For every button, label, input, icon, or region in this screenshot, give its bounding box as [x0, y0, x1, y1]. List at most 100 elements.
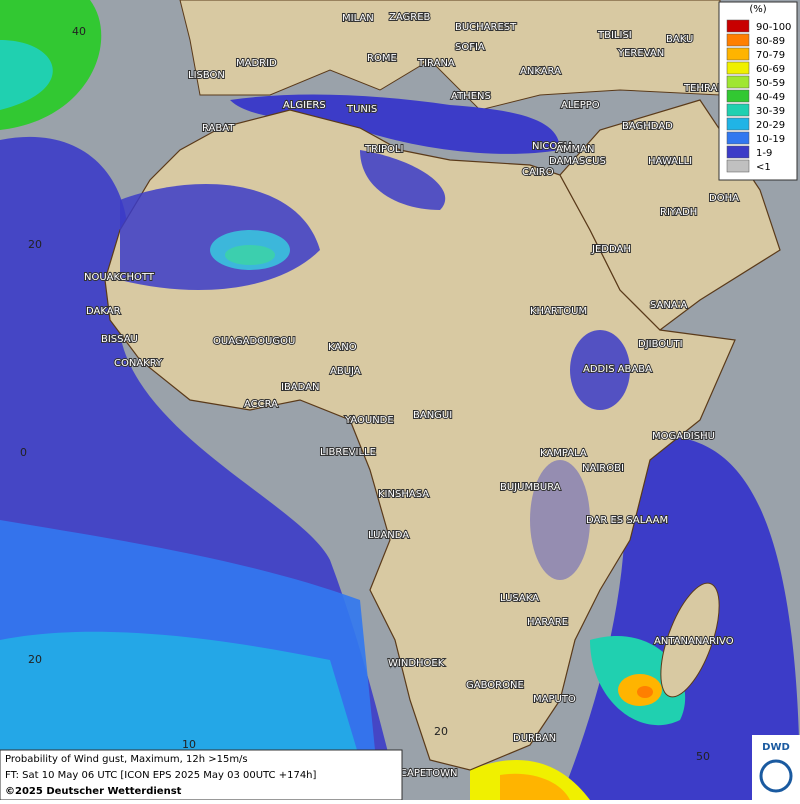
city-label: BANGUI [413, 410, 452, 421]
footer-text: FT: Sat 10 May 06 UTC [ICON EPS 2025 May… [5, 770, 317, 781]
mediterranean [230, 94, 560, 154]
legend-swatch [726, 61, 750, 75]
city-label: ROME [367, 53, 397, 64]
legend-swatch [726, 47, 750, 61]
city-label: DAR ES SALAAM [586, 515, 668, 526]
grid-label: 50 [696, 750, 710, 763]
city-label: CAIRO [522, 167, 554, 178]
legend-label: 1-9 [756, 148, 772, 159]
city-label: ACCRA [244, 399, 278, 410]
city-label: TUNIS [346, 104, 377, 115]
city-label: MOGADISHU [652, 431, 715, 442]
city-label: CAPETOWN [400, 768, 458, 779]
city-label: TBILISI [597, 30, 632, 41]
city-label: YEREVAN [617, 48, 664, 59]
city-label: MAPUTO [533, 694, 576, 705]
city-label: ALGIERS [283, 100, 326, 111]
legend-swatch [726, 19, 750, 33]
legend-label: 40-49 [756, 92, 785, 103]
city-label: DOHA [709, 193, 739, 204]
city-label: DJIBOUTI [638, 339, 683, 350]
logo-icon [759, 759, 793, 793]
city-label: NAIROBI [582, 463, 624, 474]
legend-title: (%) [749, 4, 766, 15]
city-labels: MILAN ZAGREB BUCHAREST MADRID ROME SOFIA TBILI… [83, 11, 740, 780]
city-label: ANTANANARIVO [654, 636, 734, 647]
legend-label: 50-59 [756, 78, 785, 89]
legend-swatch [726, 33, 750, 47]
city-label: MADRID [236, 58, 277, 69]
legend-label: 80-89 [756, 36, 785, 47]
land-probability [120, 150, 630, 580]
city-label: DAKAR [86, 306, 121, 317]
city-label: NOUAKCHOTT [84, 272, 155, 283]
city-label: RABAT [202, 123, 235, 134]
city-label: TEHRAN [683, 83, 725, 94]
city-label: HARARE [527, 617, 568, 628]
city-label: AMMAN [556, 144, 594, 155]
footer-text: Probability of Wind gust, Maximum, 12h >… [5, 754, 248, 765]
city-label: HAWALLI [648, 156, 692, 167]
city-label: NICOSIA [532, 141, 574, 152]
madagascar [660, 582, 720, 698]
city-label: BUJUMBURA [500, 482, 561, 493]
grid-label: 0 [20, 446, 27, 459]
logo: DWD [752, 735, 800, 800]
grid-labels: 40 20 0 20 10 20 50 [20, 25, 710, 763]
city-label: KINSHASA [378, 489, 429, 500]
grid-label: 10 [182, 738, 196, 751]
grid-label: 40 [72, 25, 86, 38]
city-label: KHARTOUM [530, 306, 587, 317]
legend-label: 70-79 [756, 50, 785, 61]
logo-text: DWD [762, 742, 790, 753]
city-label: BAKU [666, 34, 693, 45]
legend-label: 30-39 [756, 106, 785, 117]
grid-label: 20 [434, 725, 448, 738]
city-label: IBADAN [281, 382, 320, 393]
city-label: BISSAU [101, 334, 138, 345]
city-label: BUCHAREST [455, 22, 517, 33]
logo-bg [752, 735, 800, 800]
legend-label: 90-100 [756, 22, 791, 33]
city-label: CONAKRY [114, 358, 163, 369]
city-label: ANKARA [520, 66, 561, 77]
legend-swatch [726, 117, 750, 131]
city-label: GABORONE [466, 680, 524, 691]
grid-label: 20 [28, 653, 42, 666]
city-label: SOFIA [455, 42, 485, 53]
city-label: YAOUNDE [344, 415, 394, 426]
footer-text: ©2025 Deutscher Wetterdienst [5, 786, 182, 797]
city-label: LIBREVILLE [320, 447, 376, 458]
city-label: LUSAKA [500, 593, 539, 604]
city-label: WINDHOEK [388, 658, 445, 669]
legend-swatch [726, 131, 750, 145]
legend-swatch [726, 89, 750, 103]
city-label: LISBON [188, 70, 225, 81]
city-label: ATHENS [451, 91, 491, 102]
city-label: JEDDAH [591, 244, 631, 255]
city-label: KANO [328, 342, 357, 353]
legend-label: 20-29 [756, 120, 785, 131]
city-label: LUANDA [368, 530, 409, 541]
city-label: DURBAN [513, 733, 556, 744]
legend-label: 60-69 [756, 64, 785, 75]
legend: (%) 90-100 80-89 70-79 60-69 50-59 40-49 30-39… [718, 1, 798, 181]
city-label: ALEPPO [561, 100, 600, 111]
city-label: OUAGADOUGOU [213, 336, 295, 347]
legend-swatch [726, 75, 750, 89]
grid-label: 20 [28, 238, 42, 251]
city-label: KAMPALA [540, 448, 587, 459]
city-label: TIRANA [417, 58, 455, 69]
footer-box [0, 749, 403, 801]
city-label: BAGHDAD [622, 121, 673, 132]
legend-swatch [726, 103, 750, 117]
city-label: TRIPOLI [364, 144, 403, 155]
city-label: DAMASCUS [549, 156, 606, 167]
city-label: ADDIS ABABA [583, 364, 652, 375]
legend-label: <1 [756, 162, 771, 173]
city-label: RIYADH [660, 207, 697, 218]
legend-label: 10-19 [756, 134, 785, 145]
